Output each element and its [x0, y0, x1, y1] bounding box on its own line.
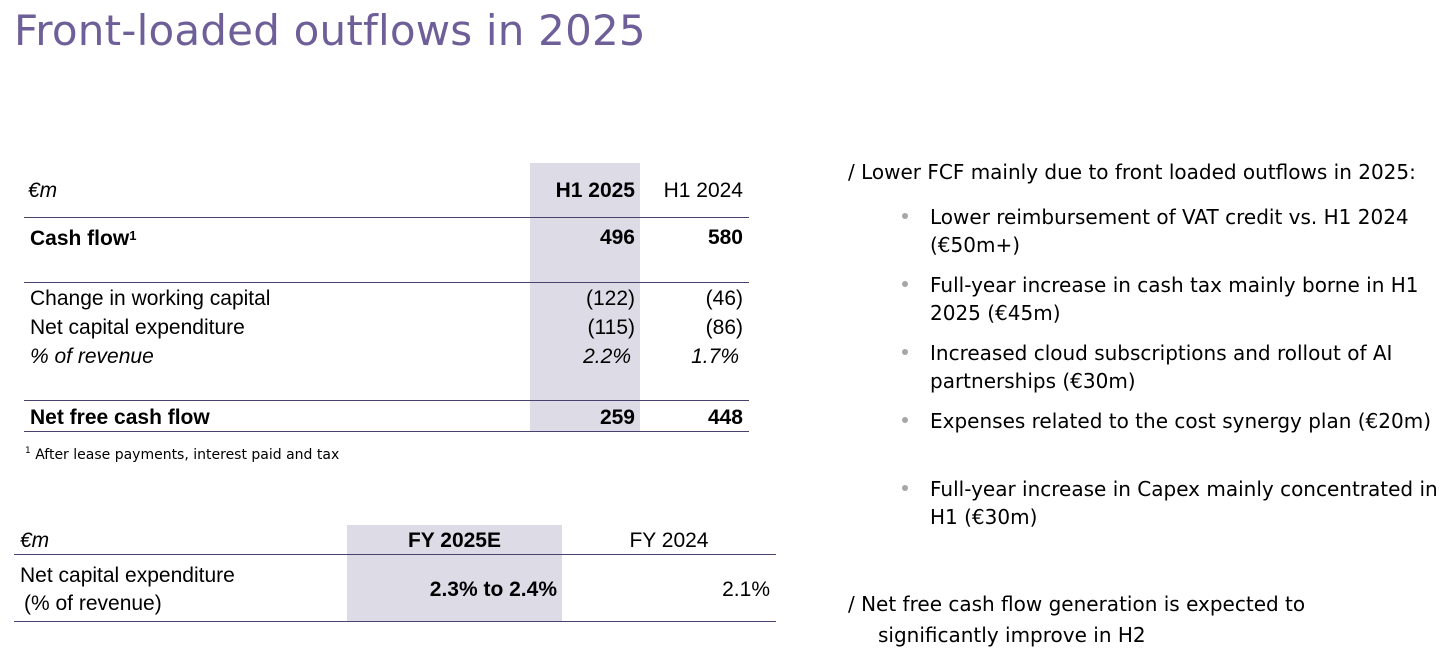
table2-header-fy2024: FY 2024	[629, 529, 709, 552]
capex-guidance-table: €m FY 2025E FY 2024 Net capital expendit…	[14, 525, 776, 625]
net-fcf-h1-2025: 259	[599, 406, 635, 429]
table1-footnote: 1 After lease payments, interest paid an…	[25, 446, 340, 463]
cash-flow-h1-2024: 580	[707, 226, 743, 249]
row-label-net-capex: Net capital expenditure	[30, 316, 245, 339]
pct-revenue-h1-2024: 1.7%	[691, 345, 739, 368]
table2-header-fy2025e: FY 2025E	[407, 529, 501, 552]
row-label-net-fcf: Net free cash flow	[30, 406, 210, 429]
table1-unit: €m	[28, 179, 58, 202]
table2-fy2024-value: 2.1%	[722, 578, 770, 601]
commentary-heading-outlook-line2: significantly improve in H2	[878, 623, 1146, 647]
page-title: Front-loaded outflows in 2025	[14, 6, 646, 55]
bullet-dot-icon	[902, 417, 908, 423]
table2-row-label-line1: Net capital expenditure	[20, 564, 235, 587]
table2-header-rule	[14, 554, 776, 555]
table1-header-rule	[24, 217, 749, 218]
cash-flow-h1-2025: 496	[599, 226, 635, 249]
h1-2025-column-highlight	[530, 163, 640, 431]
bullet-dot-icon	[902, 281, 908, 287]
bullet-text: Full-year increase in Capex mainly conce…	[930, 477, 1438, 529]
row-label-working-capital: Change in working capital	[30, 287, 271, 310]
net-fcf-h1-2024: 448	[707, 406, 743, 429]
working-capital-h1-2024: (46)	[705, 287, 743, 310]
table2-fy2025e-value: 2.3% to 2.4%	[429, 578, 557, 601]
table1-total-rule-top	[24, 400, 749, 401]
fy2025e-column-highlight	[347, 525, 562, 621]
cash-flow-table: €m H1 2025 H1 2024 Cash flow1 496 580 Ch…	[24, 163, 749, 433]
bullet-text: Lower reimbursement of VAT credit vs. H1…	[930, 205, 1409, 257]
commentary-heading-outlook-line1: / Net free cash flow generation is expec…	[848, 592, 1306, 616]
working-capital-h1-2025: (122)	[585, 287, 635, 310]
table1-section-rule	[24, 282, 749, 283]
commentary-heading-fcf: / Lower FCF mainly due to front loaded o…	[848, 160, 1416, 184]
table1-total-rule-bottom	[24, 431, 749, 432]
bullet-dot-icon	[902, 485, 908, 491]
row-label-pct-revenue: % of revenue	[30, 345, 154, 368]
table2-bottom-rule	[14, 621, 776, 622]
bullet-text: Increased cloud subscriptions and rollou…	[930, 341, 1393, 393]
bullet-dot-icon	[902, 349, 908, 355]
table1-header-h1-2025: H1 2025	[555, 179, 635, 202]
net-capex-h1-2024: (86)	[705, 316, 743, 339]
row-label-cash-flow: Cash flow1	[30, 227, 137, 250]
pct-revenue-h1-2025: 2.2%	[583, 345, 631, 368]
bullet-text: Full-year increase in cash tax mainly bo…	[930, 273, 1419, 325]
bullet-text: Expenses related to the cost synergy pla…	[930, 409, 1432, 433]
bullet-dot-icon	[902, 213, 908, 219]
table2-unit: €m	[20, 529, 50, 552]
table1-header-h1-2024: H1 2024	[663, 179, 743, 202]
table2-row-label-line2: (% of revenue)	[24, 592, 162, 615]
net-capex-h1-2025: (115)	[587, 316, 635, 339]
